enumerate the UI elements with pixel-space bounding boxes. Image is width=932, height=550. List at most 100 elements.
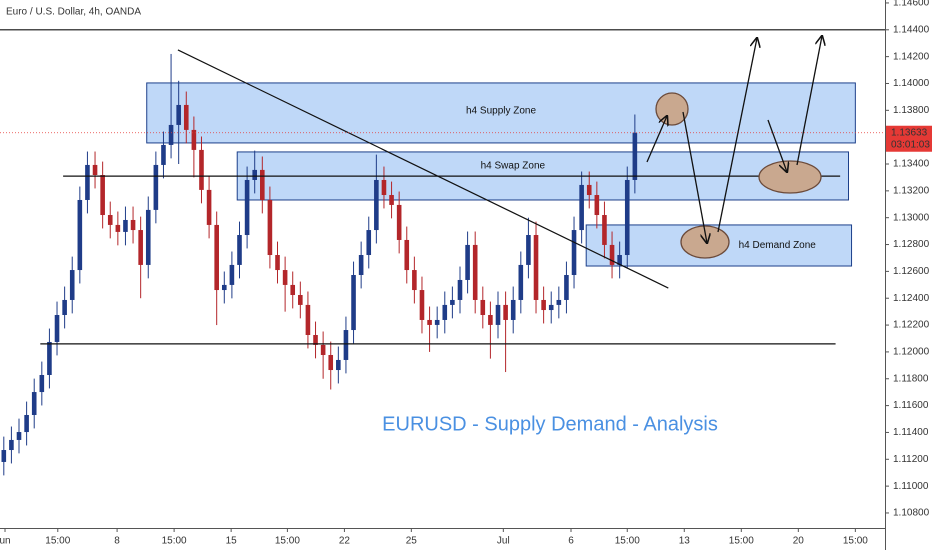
- candle-body: [328, 354, 334, 371]
- candle-body: [503, 304, 508, 320]
- y-tick-label: 1.13800: [893, 105, 930, 116]
- target-circle: [758, 160, 822, 194]
- candle-body: [533, 235, 539, 300]
- y-tick-label: 1.11800: [893, 373, 929, 384]
- candle-body: [1, 450, 7, 462]
- candle-body: [358, 255, 364, 276]
- candle-body: [298, 295, 303, 305]
- candle-body: [457, 279, 463, 300]
- candle-body: [320, 344, 326, 355]
- candle-body: [191, 129, 197, 150]
- candle-body: [480, 299, 486, 316]
- candle-body: [442, 304, 448, 320]
- candle-body: [404, 239, 410, 271]
- x-tick-label: 15:00: [275, 536, 300, 547]
- candle-body: [123, 219, 128, 232]
- candle-body: [275, 255, 280, 271]
- candle-body: [85, 164, 90, 200]
- candle-body: [548, 304, 554, 311]
- candle-body: [450, 299, 455, 305]
- candle-body: [39, 374, 45, 393]
- candle-body: [47, 341, 52, 375]
- candle-body: [465, 244, 470, 280]
- candle-body: [77, 199, 83, 271]
- arrow: [767, 119, 787, 172]
- candle-body: [624, 179, 630, 256]
- y-tick-label: 1.12400: [893, 293, 930, 304]
- x-tick-label: 15: [226, 536, 238, 547]
- candle-body: [161, 144, 166, 165]
- candle-body: [16, 432, 22, 440]
- y-tick-label: 1.13400: [893, 159, 930, 170]
- x-tick-label: Jul: [497, 536, 510, 547]
- y-tick-label: 1.11200: [893, 454, 929, 465]
- candle-body: [107, 215, 113, 225]
- y-tick-label: 1.14000: [893, 78, 930, 89]
- candle-body: [62, 299, 67, 316]
- candle-body: [594, 195, 600, 216]
- target-circle: [655, 92, 689, 126]
- candle-body: [495, 304, 501, 325]
- candles: [1, 53, 638, 476]
- candle-body: [343, 330, 349, 360]
- candle-body: [252, 169, 258, 180]
- candle-body: [24, 414, 29, 433]
- x-tick-label: 20: [793, 536, 805, 547]
- candle-body: [412, 270, 417, 291]
- candle-body: [305, 304, 311, 335]
- candle-body: [92, 164, 98, 176]
- chart-subtitle: Euro / U.S. Dollar, 4h, OANDA: [6, 7, 141, 18]
- x-tick-label: un: [0, 536, 11, 547]
- candle-body: [237, 235, 242, 265]
- candle-body: [206, 189, 212, 225]
- y-tick-label: 1.10800: [893, 508, 930, 519]
- candle-body: [153, 164, 159, 210]
- y-tick-label: 1.13000: [893, 212, 930, 223]
- candle-body: [168, 124, 174, 145]
- x-tick-label: 15:00: [615, 536, 640, 547]
- candle-body: [510, 299, 516, 320]
- y-tick-label: 1.12600: [893, 266, 930, 277]
- candle-body: [145, 209, 151, 265]
- candle-body: [526, 235, 531, 265]
- candle-body: [336, 359, 341, 371]
- x-tick-label: 25: [406, 536, 418, 547]
- candle-body: [229, 264, 235, 285]
- y-tick-label: 1.11400: [893, 427, 929, 438]
- candle-body: [115, 224, 121, 232]
- zone-label: h4 Demand Zone: [739, 240, 817, 251]
- zone-label: h4 Swap Zone: [481, 161, 546, 172]
- candle-body: [221, 284, 227, 291]
- price-axis-panel: [885, 0, 932, 550]
- candle-body: [267, 199, 273, 256]
- candle-body: [617, 255, 622, 265]
- candle-body: [290, 284, 296, 296]
- zone-label: h4 Supply Zone: [466, 106, 536, 117]
- candle-body: [100, 175, 105, 216]
- y-tick-label: 1.13200: [893, 185, 930, 196]
- x-tick-label: 13: [679, 536, 691, 547]
- candle-body: [396, 204, 402, 240]
- candle-body: [419, 290, 425, 320]
- candle-body: [488, 315, 493, 325]
- arrow: [796, 36, 822, 166]
- candle-body: [282, 270, 288, 285]
- x-tick-label: 15:00: [45, 536, 70, 547]
- candle-body: [571, 230, 577, 276]
- candle-body: [244, 179, 250, 236]
- candle-body: [199, 149, 204, 190]
- overlay: [0, 29, 885, 345]
- y-tick-label: 1.14200: [893, 51, 930, 62]
- candle-body: [183, 104, 189, 130]
- candle-body: [518, 264, 524, 300]
- candle-body: [389, 195, 394, 205]
- chart-title: EURUSD - Supply Demand - Analysis: [382, 413, 718, 435]
- candle-body: [472, 244, 478, 300]
- x-tick-label: 15:00: [162, 536, 187, 547]
- candle-body: [214, 224, 219, 291]
- y-tick-label: 1.14400: [893, 24, 930, 35]
- candle-body: [381, 179, 387, 196]
- x-tick-label: 6: [568, 536, 574, 547]
- last-price-tag: [886, 125, 932, 152]
